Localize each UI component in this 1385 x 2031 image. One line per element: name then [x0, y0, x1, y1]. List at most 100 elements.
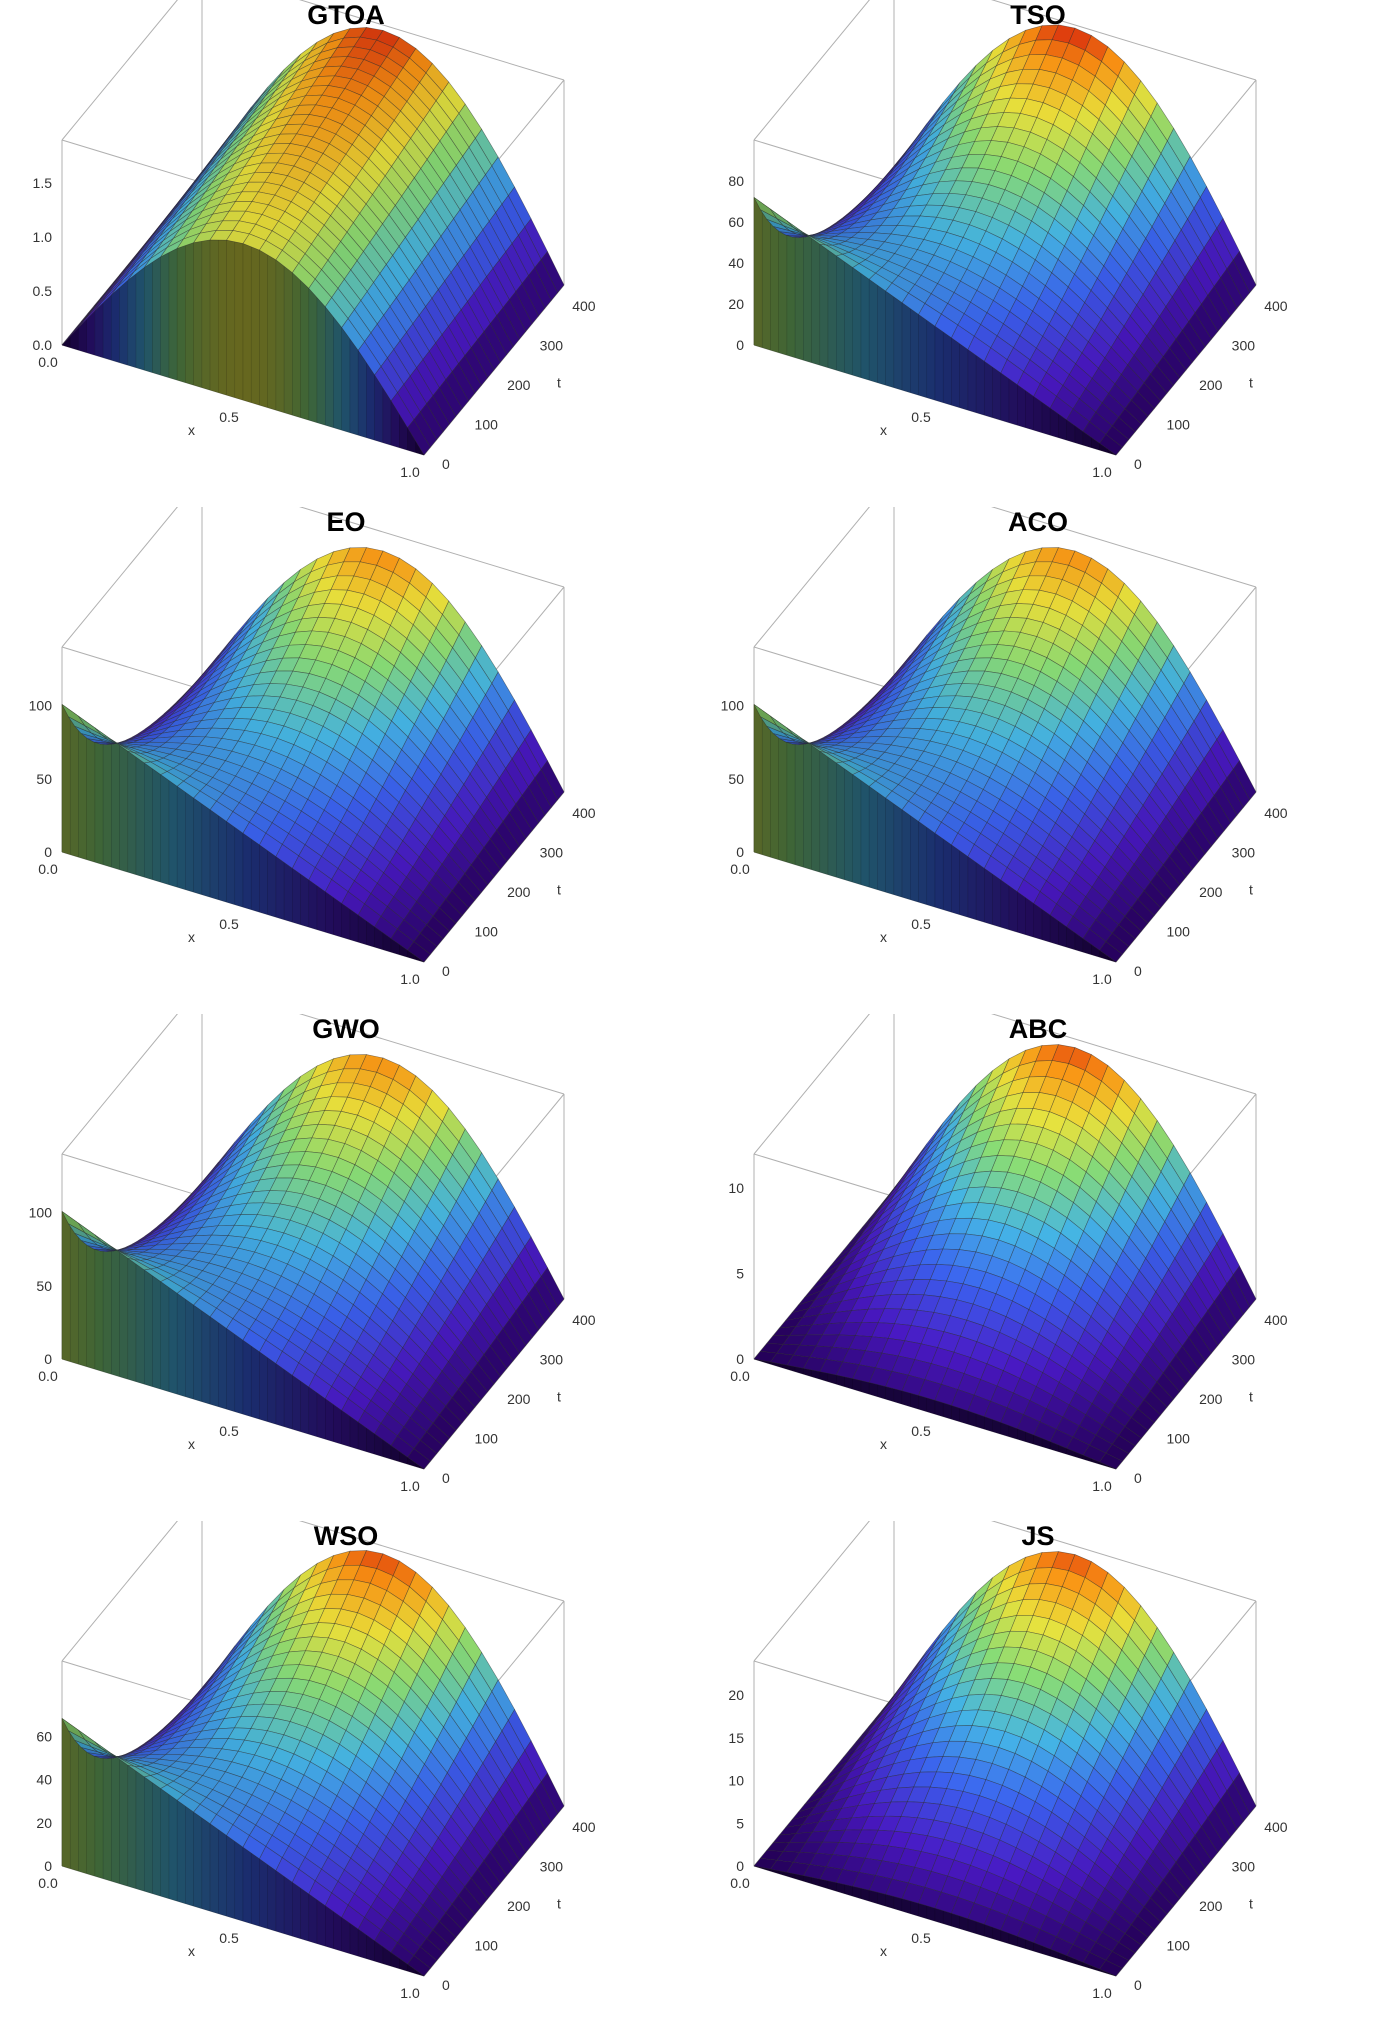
t-tick-label: 400 [1264, 805, 1288, 821]
t-tick-label: 300 [1232, 1858, 1256, 1874]
t-tick-label: 200 [1199, 1898, 1223, 1914]
z-tick-label: 0 [736, 337, 744, 353]
panel-gwo: 0 50 100 0.0 0.5 1.0 0 100 200 300 400 x t GWO [0, 1014, 692, 1521]
surface [61, 547, 565, 963]
x-tick-label: 0.5 [911, 1930, 931, 1946]
surface-plot: 0 20 40 60 80 0.5 1.0 0 100 200 300 400 x t [728, 0, 1288, 480]
z-tick-label: 80 [728, 173, 744, 189]
surface-plot: 0 50 100 0.0 0.5 1.0 0 100 200 300 400 x t [29, 1014, 596, 1494]
surface [61, 1550, 565, 1977]
x-tick-label: 1.0 [1092, 1478, 1112, 1494]
panel-gtoa: 0.0 0.5 1.0 1.5 0.0 0.5 1.0 0 100 200 300 400 x t GTO… [0, 0, 692, 507]
chart-title: TSO [1010, 0, 1066, 30]
panel-js: 0 5 10 15 20 0.0 0.5 1.0 0 100 200 300 400 x t JS [692, 1521, 1384, 2028]
t-tick-label: 300 [1232, 1351, 1256, 1367]
x-tick-label: 0.5 [911, 409, 931, 425]
tick-labels: 0 5 10 15 20 0.0 0.5 1.0 0 100 200 300 400 x t [728, 1687, 1287, 2001]
z-tick-label: 50 [728, 771, 744, 787]
x-axis-label: x [880, 929, 887, 945]
chart-title: JS [1021, 1521, 1055, 1551]
x-axis-label: x [188, 1943, 195, 1959]
surface [753, 1551, 1257, 1977]
t-tick-label: 200 [507, 1391, 531, 1407]
x-tick-label: 1.0 [1092, 1985, 1112, 2001]
x-tick-label: 0.5 [219, 1423, 239, 1439]
t-tick-label: 300 [540, 337, 564, 353]
front-wall [753, 1806, 1256, 1977]
panel-abc: 0 5 10 0.0 0.5 1.0 0 100 200 300 400 x t ABC [692, 1014, 1384, 1521]
t-tick-label: 200 [507, 1898, 531, 1914]
z-tick-label: 0 [44, 1858, 52, 1874]
front-wall [753, 703, 1256, 963]
z-tick-label: 60 [36, 1729, 52, 1745]
x-tick-label: 1.0 [400, 1985, 420, 2001]
x-axis-label: x [880, 422, 887, 438]
tick-labels: 0 50 100 0.0 0.5 1.0 0 100 200 300 400 x t [721, 698, 1288, 987]
panel-tso: 0 20 40 60 80 0.5 1.0 0 100 200 300 400 x t TSO [692, 0, 1384, 507]
surface-plot: 0 5 10 0.0 0.5 1.0 0 100 200 300 400 x t [728, 1014, 1288, 1494]
t-tick-label: 200 [507, 377, 531, 393]
t-tick-label: 100 [1167, 1430, 1191, 1446]
chart-title: ABC [1008, 1014, 1068, 1044]
z-tick-label: 100 [29, 1205, 53, 1221]
surface-plot: 0 50 100 0.0 0.5 1.0 0 100 200 300 400 x t [721, 507, 1288, 987]
t-tick-label: 0 [1134, 1470, 1142, 1486]
z-tick-label: 100 [29, 698, 53, 714]
t-tick-label: 200 [1199, 884, 1223, 900]
chart-title: GWO [312, 1014, 380, 1044]
t-tick-label: 400 [572, 298, 596, 314]
front-wall [61, 1210, 564, 1470]
t-tick-label: 300 [1232, 337, 1256, 353]
x-tick-label: 0.0 [730, 861, 750, 877]
panel-wso: 0 20 40 60 0.0 0.5 1.0 0 100 200 300 400 x t WSO [0, 1521, 692, 2028]
z-tick-label: 50 [36, 1278, 52, 1294]
z-tick-label: 60 [728, 214, 744, 230]
x-axis-label: x [880, 1943, 887, 1959]
t-axis-label: t [1249, 1896, 1253, 1912]
t-tick-label: 400 [1264, 1312, 1288, 1328]
tick-labels: 0 50 100 0.0 0.5 1.0 0 100 200 300 400 x t [29, 698, 596, 987]
x-tick-label: 1.0 [400, 971, 420, 987]
surface [61, 27, 565, 456]
t-tick-label: 200 [507, 884, 531, 900]
x-tick-label: 0.0 [38, 861, 58, 877]
z-tick-label: 0 [736, 1858, 744, 1874]
t-tick-label: 100 [1167, 923, 1191, 939]
x-axis-label: x [188, 1436, 195, 1452]
t-tick-label: 300 [540, 1351, 564, 1367]
panel-aco: 0 50 100 0.0 0.5 1.0 0 100 200 300 400 x t ACO [692, 507, 1384, 1014]
t-tick-label: 0 [442, 1470, 450, 1486]
surface [61, 1054, 565, 1470]
front-wall [753, 196, 1256, 456]
t-tick-label: 300 [540, 844, 564, 860]
z-tick-label: 10 [728, 1773, 744, 1789]
t-tick-label: 200 [1199, 377, 1223, 393]
z-tick-label: 5 [736, 1266, 744, 1282]
tick-labels: 0 5 10 0.0 0.5 1.0 0 100 200 300 400 x t [728, 1180, 1287, 1494]
surface-plot: 0 50 100 0.0 0.5 1.0 0 100 200 300 400 x t [29, 507, 596, 987]
z-tick-label: 0.0 [33, 337, 53, 353]
t-axis-label: t [1249, 375, 1253, 391]
x-tick-label: 1.0 [1092, 971, 1112, 987]
z-tick-label: 0 [736, 844, 744, 860]
t-tick-label: 400 [572, 805, 596, 821]
z-tick-label: 1.0 [33, 229, 53, 245]
z-tick-label: 1.5 [33, 175, 53, 191]
surface-plot: 0.0 0.5 1.0 1.5 0.0 0.5 1.0 0 100 200 300 400 x t [33, 0, 596, 480]
surface [753, 1044, 1257, 1470]
x-tick-label: 0.5 [219, 409, 239, 425]
t-tick-label: 400 [572, 1819, 596, 1835]
front-wall [61, 1717, 564, 1977]
z-tick-label: 0.5 [33, 283, 53, 299]
x-tick-label: 1.0 [1092, 464, 1112, 480]
x-axis-label: x [188, 422, 195, 438]
panel-eo: 0 50 100 0.0 0.5 1.0 0 100 200 300 400 x t EO [0, 507, 692, 1014]
z-tick-label: 15 [728, 1730, 744, 1746]
x-tick-label: 0.5 [219, 1930, 239, 1946]
t-axis-label: t [557, 1896, 561, 1912]
x-tick-label: 0.5 [911, 1423, 931, 1439]
z-tick-label: 100 [721, 698, 745, 714]
x-tick-label: 0.0 [730, 1368, 750, 1384]
tick-labels: 0 20 40 60 80 0.5 1.0 0 100 200 300 400 x t [728, 173, 1287, 480]
t-tick-label: 100 [1167, 416, 1191, 432]
